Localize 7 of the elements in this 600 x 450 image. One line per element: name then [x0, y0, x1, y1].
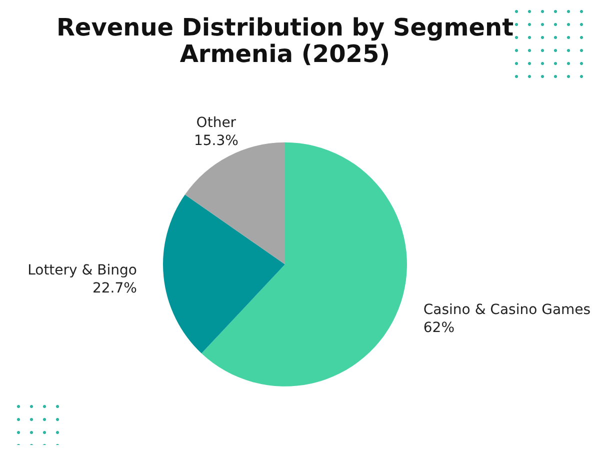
data-label: 15.3% [194, 133, 238, 150]
slice-label: Lottery & Bingo [28, 262, 137, 278]
slice-label: Other [196, 115, 236, 132]
data-label: 22.7% [92, 280, 137, 296]
chart-title: Revenue Distribution by Segment Armenia (2025) [56, 13, 514, 68]
data-label: 62% [423, 320, 455, 336]
slice-label: Casino & Casino Games [423, 302, 591, 318]
